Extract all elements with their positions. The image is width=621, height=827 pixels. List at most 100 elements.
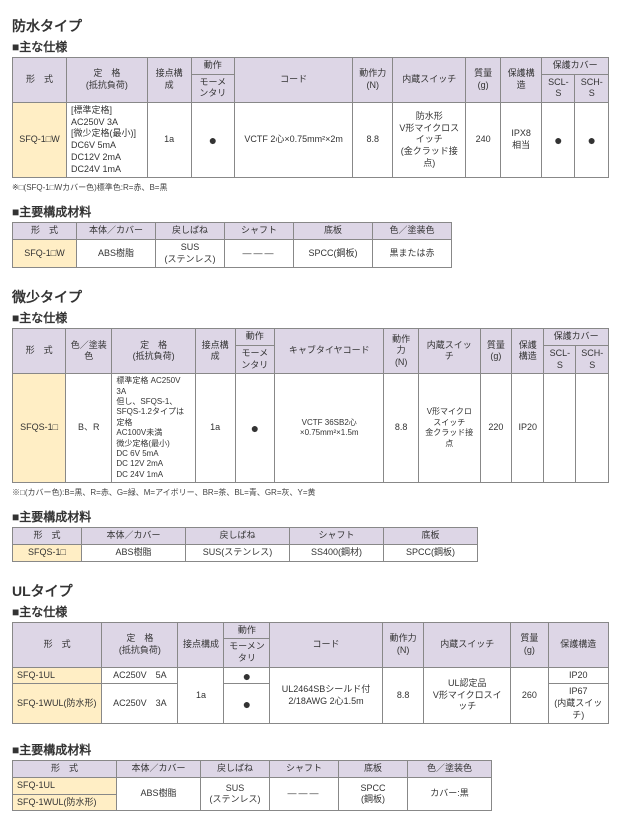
section1-mat-title: 主要構成材料 (12, 203, 609, 220)
td: SFQS-1□ (13, 374, 66, 483)
td: 220 (480, 374, 511, 483)
td: 1a (178, 667, 224, 724)
th-force: 動作力(N) (353, 58, 393, 103)
td: ——— (225, 239, 294, 267)
td: ——— (270, 778, 339, 811)
section1-note: ※□(SFQ-1□Wカバー色)標準色:R=赤、B=黒 (12, 182, 609, 193)
th-c2: SCH-S (575, 74, 609, 102)
td: UL認定品 V形マイクロスイッチ (424, 667, 511, 724)
td: 標準定格 AC250V 3A 但し、SFQS-1、 SFQS-1.2タイプは定格… (112, 374, 195, 483)
td: SS400(鋼材) (290, 544, 384, 561)
th: 戻しばね (186, 528, 290, 545)
td-sw: 防水形 V形マイクロスイッチ (金クラッド接点) (393, 103, 466, 178)
th: 保護構造 (548, 622, 608, 667)
td-c1: ● (542, 103, 575, 178)
th-act-sub: モーメンタリ (191, 74, 235, 102)
td: 1a (195, 374, 235, 483)
th: 本体／カバー (82, 528, 186, 545)
td-force: 8.8 (353, 103, 393, 178)
th: 戻しばね (201, 761, 270, 778)
th: 保護 構造 (512, 329, 544, 374)
th: 底板 (294, 223, 373, 240)
th: 内蔵スイッチ (424, 622, 511, 667)
th: シャフト (225, 223, 294, 240)
section2-mat-title: 主要構成材料 (12, 508, 609, 525)
td: SUS (ステンレス) (201, 778, 270, 811)
th: 形 式 (13, 761, 117, 778)
th: 形 式 (13, 528, 82, 545)
th: 底板 (339, 761, 408, 778)
td: SFQ-1UL (13, 778, 117, 795)
td-act: ● (191, 103, 235, 178)
th: 質量(g) (480, 329, 511, 374)
th: 形 式 (13, 622, 102, 667)
section3-spec-title: 主な仕様 (12, 603, 609, 620)
td: SFQ-1UL (13, 667, 102, 684)
th: 保護カバー (544, 329, 609, 346)
th: SCL-S (544, 345, 576, 373)
th: 質量(g) (511, 622, 549, 667)
td: IP20 (512, 374, 544, 483)
td-rating: [標準定格] AC250V 3A [微少定格(最小)] DC6V 5mA DC1… (66, 103, 147, 178)
th: 形 式 (13, 223, 77, 240)
td-contact: 1a (147, 103, 191, 178)
th-struct: 保護構造 (500, 58, 541, 103)
section3-mat-title: 主要構成材料 (12, 741, 609, 758)
th: 接点構成 (178, 622, 224, 667)
section1-spec-title: 主な仕様 (12, 38, 609, 55)
section3-spec-table: 形 式 定 格(抵抗負荷) 接点構成 動作 コード 動作力(N) 内蔵スイッチ … (12, 622, 609, 725)
th: シャフト (290, 528, 384, 545)
th-mass: 質量(g) (466, 58, 501, 103)
td: ABS樹脂 (117, 778, 201, 811)
td: SFQ-1WUL(防水形) (13, 794, 117, 811)
td: AC250V 3A (102, 684, 178, 724)
section3-mat-table: 形 式 本体／カバー 戻しばね シャフト 底板 色／塗装色 SFQ-1UL AB… (12, 760, 492, 811)
td: ● (224, 684, 270, 724)
th: 動作 (235, 329, 274, 346)
td (544, 374, 576, 483)
section2-mat-table: 形 式 本体／カバー 戻しばね シャフト 底板 SFQS-1□ ABS樹脂 SU… (12, 527, 478, 561)
th: 本体／カバー (77, 223, 156, 240)
td: 黒または赤 (373, 239, 452, 267)
th: コード (270, 622, 382, 667)
td: ABS樹脂 (77, 239, 156, 267)
th: 内蔵スイッチ (418, 329, 480, 374)
section3-title: ULタイプ (12, 581, 609, 601)
th: 形 式 (13, 329, 66, 374)
th: キャブタイヤコード (275, 329, 384, 374)
section2-spec-title: 主な仕様 (12, 309, 609, 326)
section2-spec-table: 形 式 色／塗装色 定 格(抵抗負荷) 接点構成 動作 キャブタイヤコード 動作… (12, 328, 609, 483)
section1-mat-table: 形 式 本体／カバー 戻しばね シャフト 底板 色／塗装色 SFQ-1□W AB… (12, 222, 452, 268)
td: SFQ-1WUL(防水形) (13, 684, 102, 724)
th: 底板 (384, 528, 478, 545)
th-sw: 内蔵スイッチ (393, 58, 466, 103)
th: シャフト (270, 761, 339, 778)
th-cord: コード (235, 58, 353, 103)
td: V形マイクロスイッチ 金クラッド接点 (418, 374, 480, 483)
td: IP67 (内蔵スイッチ) (548, 684, 608, 724)
td: VCTF 36SB2心×0.75mm²×1.5m (275, 374, 384, 483)
td: SUS(ステンレス) (186, 544, 290, 561)
th-model: 形 式 (13, 58, 67, 103)
th: 定 格(抵抗負荷) (112, 329, 195, 374)
td: カバー:黒 (408, 778, 492, 811)
th-rating: 定 格(抵抗負荷) (66, 58, 147, 103)
td: 8.8 (382, 667, 424, 724)
th: 戻しばね (156, 223, 225, 240)
td: SFQ-1□W (13, 239, 77, 267)
th: 本体／カバー (117, 761, 201, 778)
th-cover: 保護カバー (542, 58, 609, 75)
td: ABS樹脂 (82, 544, 186, 561)
th: 色／塗装色 (66, 329, 112, 374)
td: UL2464SBシールド付 2/18AWG 2心1.5m (270, 667, 382, 724)
th: SCH-S (576, 345, 609, 373)
td-c2: ● (575, 103, 609, 178)
section2-note: ※□(カバー色):B=黒、R=赤、G=緑、M=アイボリー、BR=茶、BL=青、G… (12, 487, 609, 498)
td: SUS (ステンレス) (156, 239, 225, 267)
th: モーメンタリ (224, 639, 270, 667)
td-mass: 240 (466, 103, 501, 178)
td: SPCC(鋼板) (384, 544, 478, 561)
td: IP20 (548, 667, 608, 684)
td: 260 (511, 667, 549, 724)
th: 動作 (224, 622, 270, 639)
